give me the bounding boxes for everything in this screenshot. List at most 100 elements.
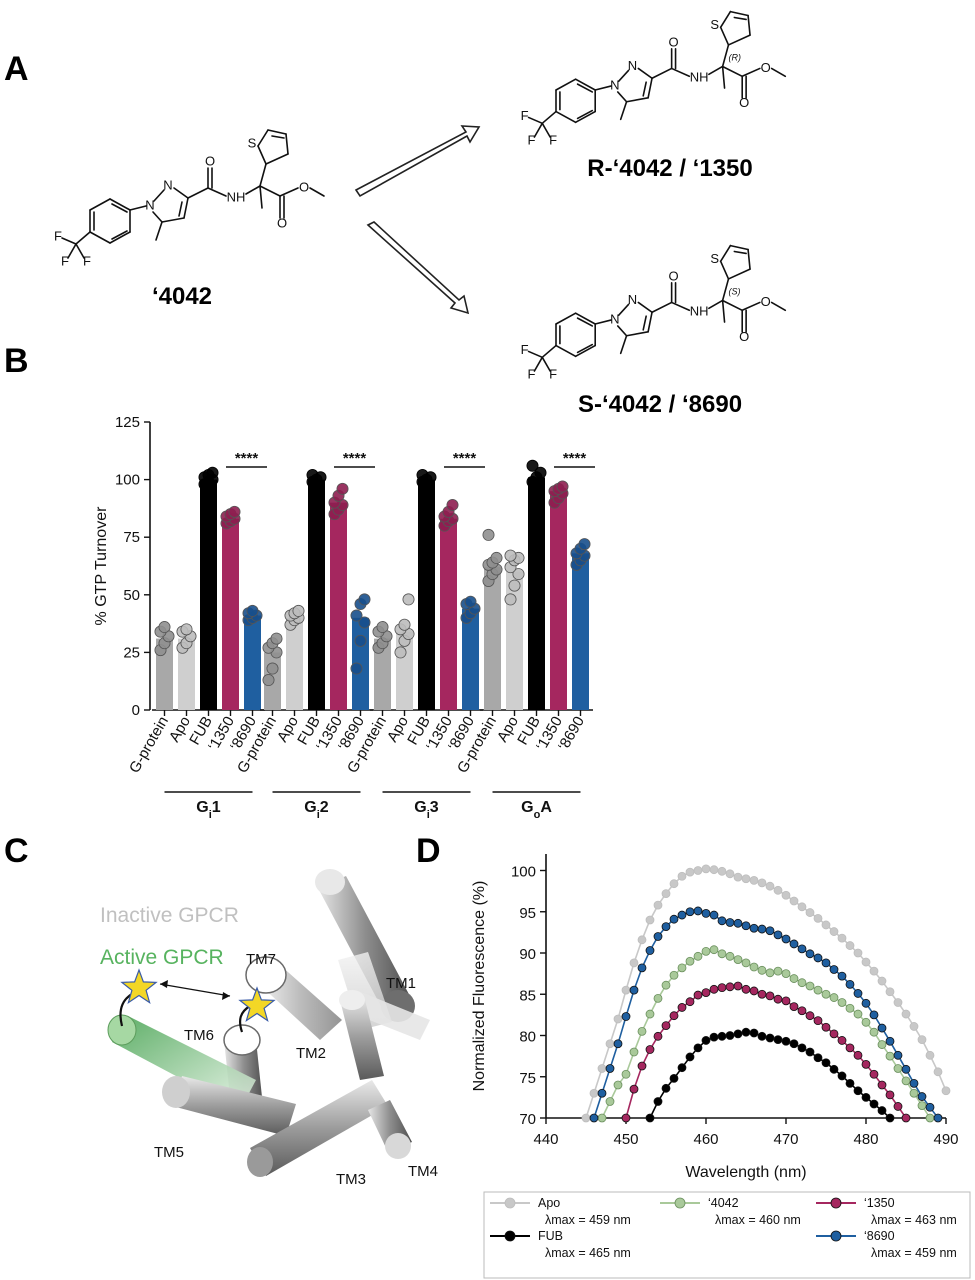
series-point [741,874,751,884]
bar [156,638,173,710]
series-point [861,998,871,1008]
series-point [693,866,703,875]
legend-marker [504,1197,516,1209]
bond [594,319,612,325]
series-point [829,965,839,974]
tm3-label: TM3 [336,1171,366,1188]
tm6-label: TM6 [184,1027,214,1044]
series-point [637,963,647,973]
bond [616,325,628,337]
series-point [653,900,663,910]
series-point [909,1022,919,1031]
series-point [749,923,759,933]
bond [721,65,744,78]
series-point [621,1069,631,1079]
series-point [685,997,695,1007]
arrow-to-s [366,221,470,315]
series-point [653,993,663,1003]
data-point [464,595,477,608]
nitrogen-atom: N [628,58,637,73]
bond [541,110,557,125]
legend-box [483,1191,971,1279]
series-point [861,957,871,967]
series-point [893,1102,903,1111]
series-point [821,989,831,999]
bond [155,221,163,241]
series-point [893,998,903,1007]
data-point [262,674,275,687]
series-point [661,1021,671,1030]
series-point [629,958,639,968]
group-label: Gi3 [414,799,439,821]
group-label-num: 2 [320,799,329,816]
bond [259,163,267,187]
y-axis-label: Normalized Fluorescence (%) [471,881,488,1092]
data-point [354,634,367,647]
y-tick-label: 70 [519,1111,536,1128]
bar [200,479,217,710]
series-point [597,1064,607,1073]
bond [721,299,744,312]
series-point [725,918,735,927]
bond [770,301,787,312]
series-point [725,1031,735,1040]
bond [183,197,189,219]
data-point [376,621,389,634]
bar [462,608,479,710]
bond [625,331,649,337]
series-line [601,948,931,1119]
group-label-sub: o [534,809,541,821]
bond [576,109,594,120]
series-point [765,968,775,978]
series-point [757,965,767,975]
bond [574,344,597,358]
bond [594,85,612,91]
series-point [733,955,743,964]
series-point [773,1035,783,1045]
bar [528,477,545,710]
oxygen-atom: O [761,294,771,309]
series-point [901,1064,911,1074]
series-point [853,1086,863,1096]
series-point [677,1063,687,1073]
series-point [837,933,847,943]
group-label-num: 3 [430,799,439,816]
tm7-helix [245,956,342,1040]
series-point [765,991,775,1001]
bond [75,243,85,259]
group-label: Gi2 [304,799,329,821]
series-point [917,1092,927,1101]
series-point [797,1006,807,1016]
nitrogen-atom: N [610,312,619,327]
legend-name: ‘4042 [708,1196,739,1210]
bond [279,187,299,197]
series-point [613,1039,623,1049]
data-point [512,568,525,581]
series-point [653,1031,663,1041]
bond [747,248,751,270]
data-point [206,466,219,479]
bond [576,317,594,327]
series-point [781,969,791,979]
series-point [741,1027,751,1037]
tm1-label: TM1 [386,975,416,992]
series-point [749,1028,759,1038]
bond [637,67,653,80]
series-point [661,980,671,990]
bar [330,502,347,710]
series-point [845,1078,855,1088]
data-point [490,551,503,564]
bond [574,312,597,325]
active-gpcr-label: Active GPCR [100,946,224,969]
bond [541,356,551,372]
legend-marker [830,1197,842,1209]
bond [265,153,289,165]
data-point [402,593,415,606]
oxygen-atom: O [669,34,679,49]
series-point [789,896,799,906]
bond [109,198,131,211]
series-point [853,948,863,958]
data-point [358,616,371,629]
